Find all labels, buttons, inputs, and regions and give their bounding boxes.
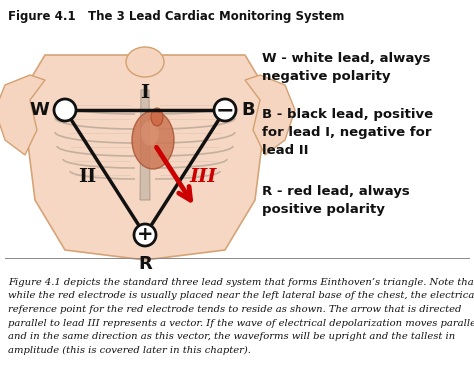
Text: B - black lead, positive
for lead I, negative for
lead II: B - black lead, positive for lead I, neg… [262,108,433,157]
Text: Figure 4.1 depicts the standard three lead system that forms Einthoven’s triangl: Figure 4.1 depicts the standard three le… [8,278,474,287]
Text: amplitude (this is covered later in this chapter).: amplitude (this is covered later in this… [8,345,251,355]
Ellipse shape [132,111,174,169]
Circle shape [214,99,236,121]
Text: B: B [241,101,255,119]
Polygon shape [140,90,150,200]
Text: reference point for the red electrode tends to reside as shown. The arrow that i: reference point for the red electrode te… [8,305,461,314]
Text: −: − [216,100,234,120]
Ellipse shape [126,47,164,77]
Ellipse shape [141,120,159,145]
Polygon shape [0,75,45,155]
Polygon shape [25,55,265,260]
Circle shape [134,224,156,246]
Text: parallel to lead III represents a vector. If the wave of electrical depolarizati: parallel to lead III represents a vector… [8,319,474,327]
Text: R: R [138,255,152,273]
Text: W - white lead, always
negative polarity: W - white lead, always negative polarity [262,52,430,83]
Text: III: III [189,169,217,186]
Text: +: + [137,226,153,244]
Text: W: W [29,101,49,119]
Text: II: II [78,169,96,186]
Circle shape [54,99,76,121]
Ellipse shape [151,108,163,126]
Text: I: I [140,84,150,102]
Text: and in the same direction as this vector, the waveforms will be upright and the : and in the same direction as this vector… [8,332,455,341]
Text: R - red lead, always
positive polarity: R - red lead, always positive polarity [262,185,410,216]
Text: Figure 4.1   The 3 Lead Cardiac Monitoring System: Figure 4.1 The 3 Lead Cardiac Monitoring… [8,10,345,23]
Polygon shape [245,75,295,155]
Text: while the red electrode is usually placed near the left lateral base of the ches: while the red electrode is usually place… [8,292,474,301]
